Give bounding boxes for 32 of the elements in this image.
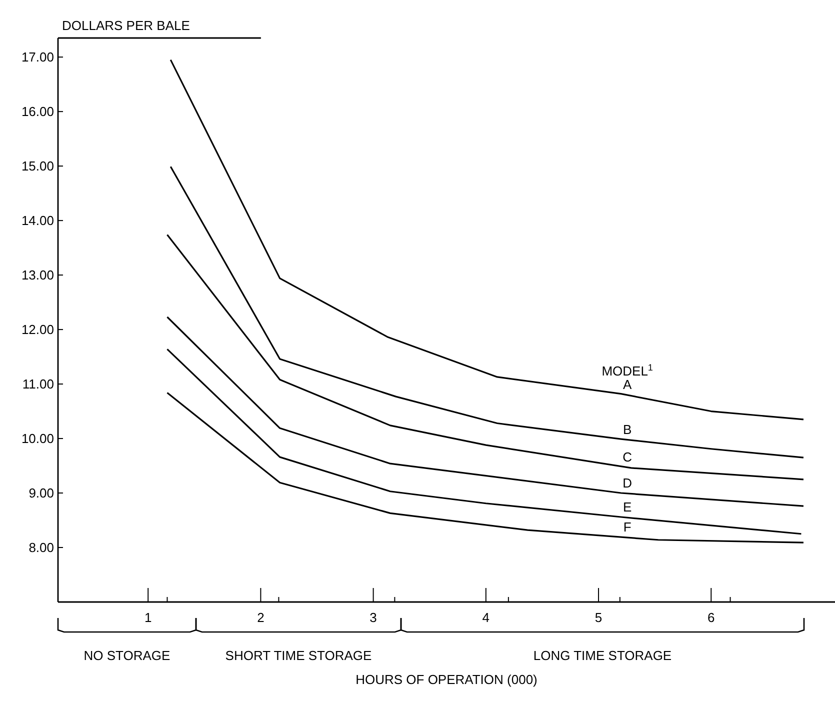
x-axis-title: HOURS OF OPERATION (000): [356, 672, 538, 687]
x-tick-label: 1: [144, 610, 152, 625]
text: SHORT TIME STORAGE: [225, 648, 372, 663]
text: LONG TIME STORAGE: [533, 648, 672, 663]
series-label: C: [622, 449, 632, 464]
series-label: A: [623, 377, 632, 392]
series-label: E: [623, 500, 632, 515]
y-tick-label: 11.00: [22, 376, 54, 392]
y-tick-label: 12.00: [21, 322, 54, 338]
line-series: [170, 58, 804, 420]
text: NO STORAGE: [84, 648, 171, 663]
series-label: F: [623, 520, 632, 535]
y-tick-label: 9.00: [28, 486, 54, 501]
y-tick-label: 14.00: [21, 213, 54, 228]
y-tick-label: 8.00: [28, 540, 54, 556]
x-tick-label: 4: [482, 610, 490, 625]
legend-title: MODEL$^{1}$: [602, 362, 653, 378]
x-tick-label: 6: [708, 610, 715, 625]
line-series: [166, 392, 804, 544]
y-tick-label: 15.00: [21, 158, 54, 174]
x-tick-label: 5: [594, 610, 602, 625]
y-tick-label: 16.00: [21, 104, 54, 120]
y-tick-label: 17.00: [21, 50, 54, 65]
series-label: B: [623, 422, 632, 437]
y-axis-title: DOLLARS PER BALE: [62, 18, 190, 33]
series-label: D: [622, 475, 632, 490]
y-tick-label: 13.00: [21, 268, 54, 283]
line-series: [166, 234, 804, 480]
line-series: [166, 348, 802, 535]
x-tick-label: 3: [370, 610, 377, 625]
y-tick-label: 10.00: [21, 431, 54, 446]
x-tick-label: 2: [257, 610, 264, 625]
